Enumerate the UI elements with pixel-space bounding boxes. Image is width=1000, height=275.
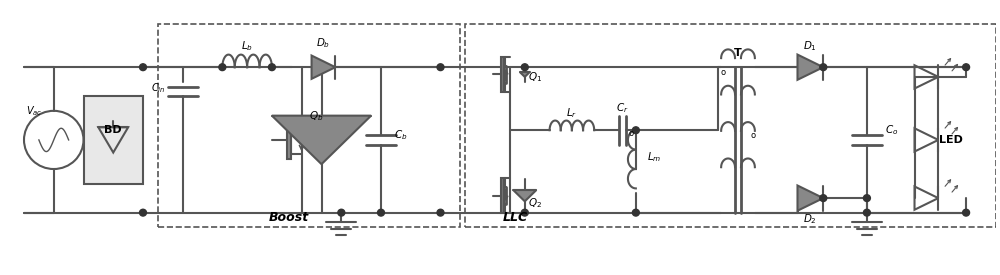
Circle shape [268, 64, 275, 71]
Circle shape [820, 64, 827, 71]
Circle shape [437, 209, 444, 216]
Circle shape [632, 209, 639, 216]
Text: $L_b$: $L_b$ [241, 39, 253, 53]
Bar [465, 24, 996, 227]
Text: $Q_b$: $Q_b$ [309, 109, 324, 123]
Circle shape [338, 209, 345, 216]
Bar [84, 96, 143, 183]
Circle shape [140, 64, 146, 71]
Bar [501, 57, 504, 92]
Text: T: T [734, 48, 742, 58]
Text: $L_m$: $L_m$ [647, 150, 661, 164]
Bar [287, 120, 291, 159]
Circle shape [632, 127, 639, 134]
Circle shape [378, 209, 384, 216]
Polygon shape [272, 116, 371, 164]
Circle shape [863, 195, 870, 202]
Text: $V_{ac}$: $V_{ac}$ [26, 104, 42, 118]
Circle shape [219, 64, 226, 71]
Circle shape [820, 195, 827, 202]
Text: $C_o$: $C_o$ [885, 123, 898, 137]
Circle shape [521, 209, 528, 216]
Circle shape [521, 64, 528, 71]
Text: BD: BD [104, 125, 122, 135]
Circle shape [963, 64, 970, 71]
Polygon shape [798, 55, 823, 80]
Text: o: o [721, 68, 726, 76]
Circle shape [140, 209, 146, 216]
Polygon shape [312, 56, 335, 79]
Text: LLC: LLC [502, 211, 527, 224]
Text: Boost: Boost [269, 211, 309, 224]
Text: LED: LED [939, 135, 963, 145]
Circle shape [437, 64, 444, 71]
Polygon shape [798, 186, 823, 211]
Text: $Q_1$: $Q_1$ [528, 70, 542, 84]
Text: $C_{in}$: $C_{in}$ [151, 82, 165, 95]
Polygon shape [520, 72, 530, 77]
Text: $L_r$: $L_r$ [566, 106, 577, 120]
Text: $C_r$: $C_r$ [616, 101, 629, 115]
Text: o: o [628, 129, 633, 138]
Text: $D_b$: $D_b$ [316, 36, 331, 50]
Text: $C_b$: $C_b$ [394, 128, 408, 142]
Circle shape [963, 209, 970, 216]
Text: $D_2$: $D_2$ [803, 213, 817, 226]
Bar [158, 24, 460, 227]
Text: $Q_2$: $Q_2$ [528, 196, 542, 210]
Text: $D_1$: $D_1$ [803, 39, 817, 53]
Circle shape [863, 209, 870, 216]
Text: o: o [750, 131, 755, 140]
Bar [501, 178, 504, 213]
Polygon shape [513, 190, 536, 201]
